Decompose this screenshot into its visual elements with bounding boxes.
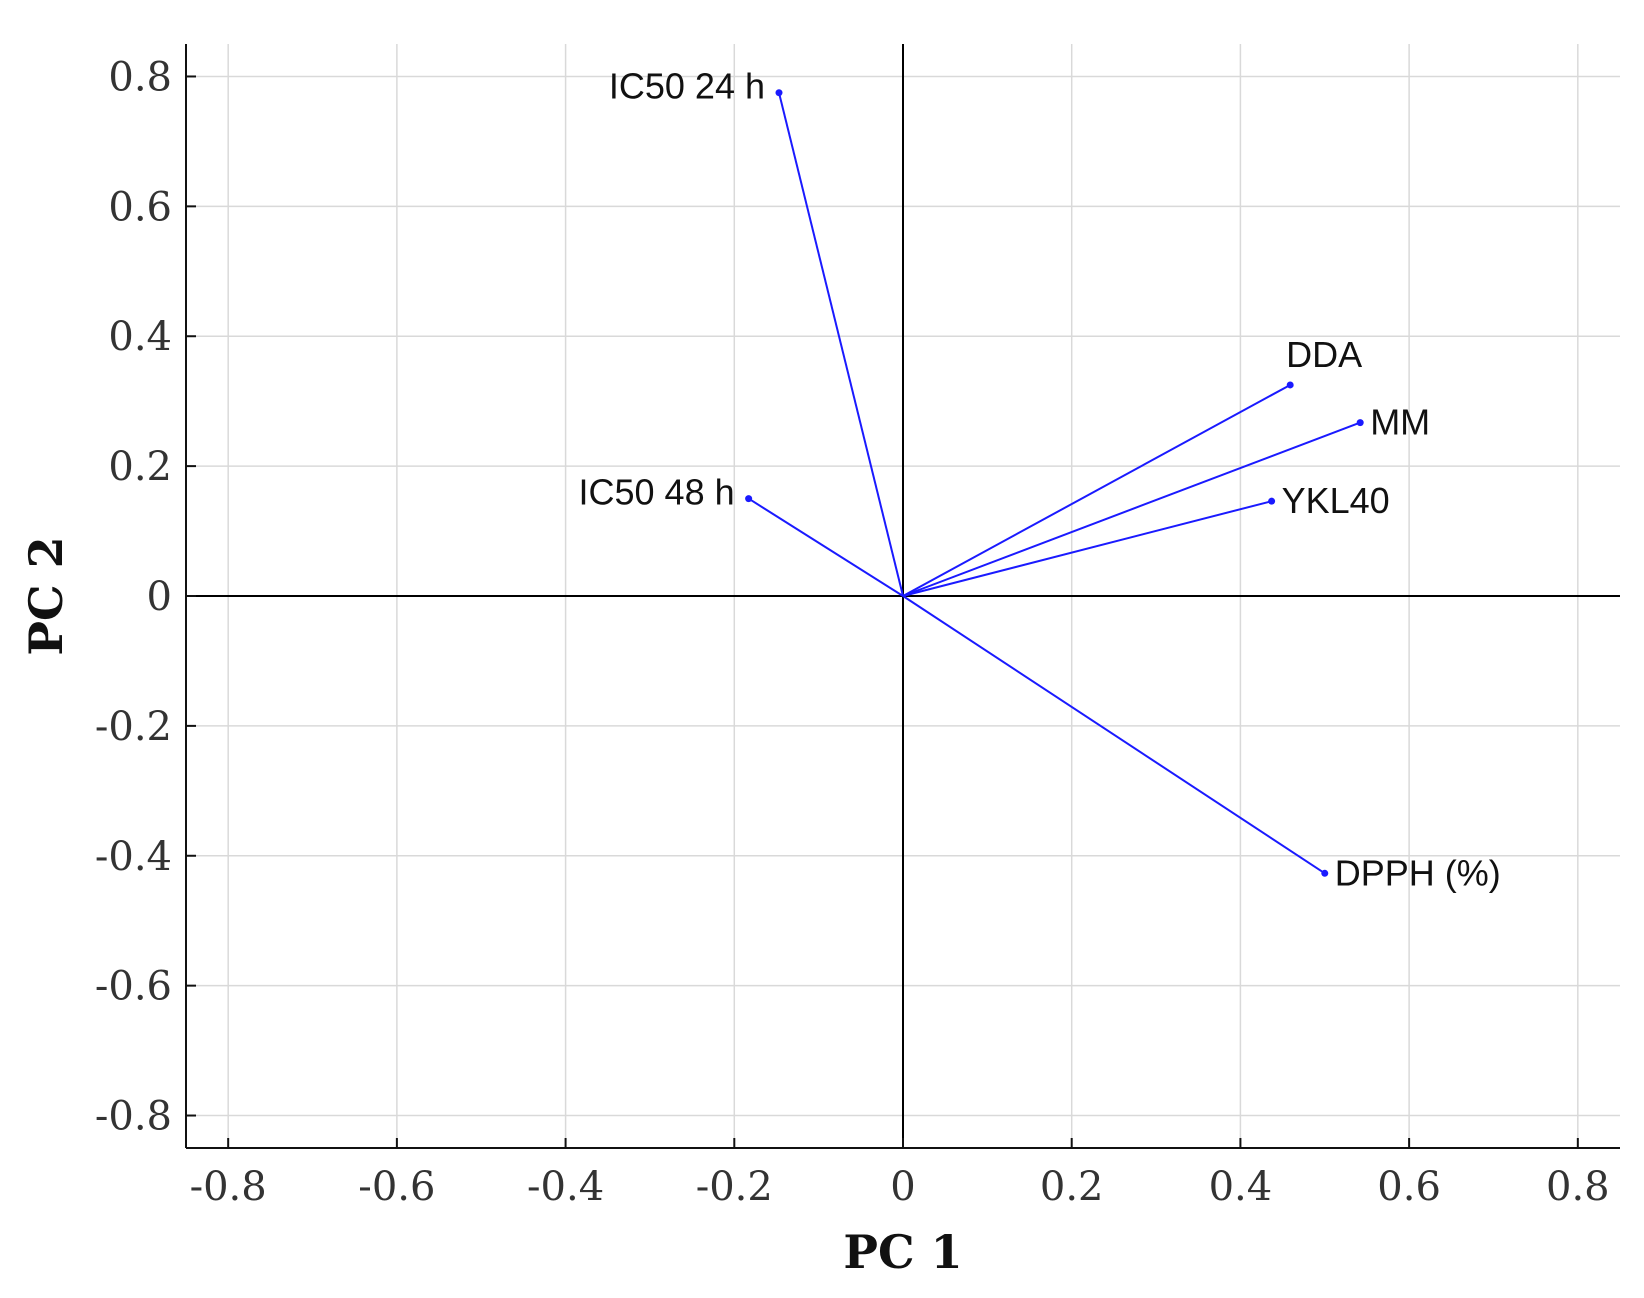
y-axis-title: PC 2 xyxy=(19,536,73,655)
y-tick-label: -0.4 xyxy=(95,834,172,880)
x-axis-title: PC 1 xyxy=(843,1225,962,1279)
y-tick-label: 0.2 xyxy=(108,444,172,490)
loading-vectors xyxy=(745,89,1364,877)
x-tick-label: 0.6 xyxy=(1377,1164,1441,1210)
x-tick-label: -0.6 xyxy=(358,1164,435,1210)
vector-tip-mm xyxy=(1356,419,1364,427)
vector-tip-dpph xyxy=(1321,869,1329,877)
vector-tip-dda xyxy=(1286,381,1294,389)
vector-tip-ic50-48-h xyxy=(745,495,753,503)
vector-dpph xyxy=(902,595,1326,875)
vector-label-mm: MM xyxy=(1370,402,1430,443)
y-tick-label: 0 xyxy=(147,574,172,620)
x-tick-label: -0.4 xyxy=(527,1164,604,1210)
vector-dda xyxy=(902,384,1291,597)
y-tick-label: -0.2 xyxy=(95,704,172,750)
vector-label-dpph: DPPH (%) xyxy=(1335,852,1501,893)
vector-ic50-24-h xyxy=(778,92,904,597)
vector-label-dda: DDA xyxy=(1286,334,1362,375)
x-tick-label: 0.2 xyxy=(1040,1164,1104,1210)
vector-tip-ykl40 xyxy=(1268,497,1276,505)
y-axis-ticks: -0.8 -0.6 -0.4 -0.2 0 0.2 0.4 0.6 0.8 xyxy=(95,54,196,1140)
y-tick-label: -0.8 xyxy=(95,1094,172,1140)
vector-label-ic50-48-h: IC50 48 h xyxy=(579,472,735,513)
x-tick-label: -0.8 xyxy=(190,1164,267,1210)
y-tick-label: 0.4 xyxy=(108,314,172,360)
x-tick-label: -0.2 xyxy=(696,1164,773,1210)
vector-ykl40 xyxy=(902,500,1272,597)
vector-ic50-48-h xyxy=(748,497,904,597)
vector-tip-ic50-24-h xyxy=(775,89,783,97)
x-tick-label: 0.4 xyxy=(1209,1164,1273,1210)
vector-mm xyxy=(902,421,1361,597)
x-tick-label: 0.8 xyxy=(1546,1164,1610,1210)
vector-label-ic50-24-h: IC50 24 h xyxy=(609,66,765,107)
vector-label-ykl40: YKL40 xyxy=(1282,480,1390,521)
y-tick-label: 0.8 xyxy=(108,54,172,100)
y-tick-label: 0.6 xyxy=(108,184,172,230)
x-tick-label: 0 xyxy=(890,1164,915,1210)
x-axis-ticks: -0.8 -0.6 -0.4 -0.2 0 0.2 0.4 0.6 0.8 xyxy=(190,1138,1610,1210)
y-tick-label: -0.6 xyxy=(95,964,172,1010)
